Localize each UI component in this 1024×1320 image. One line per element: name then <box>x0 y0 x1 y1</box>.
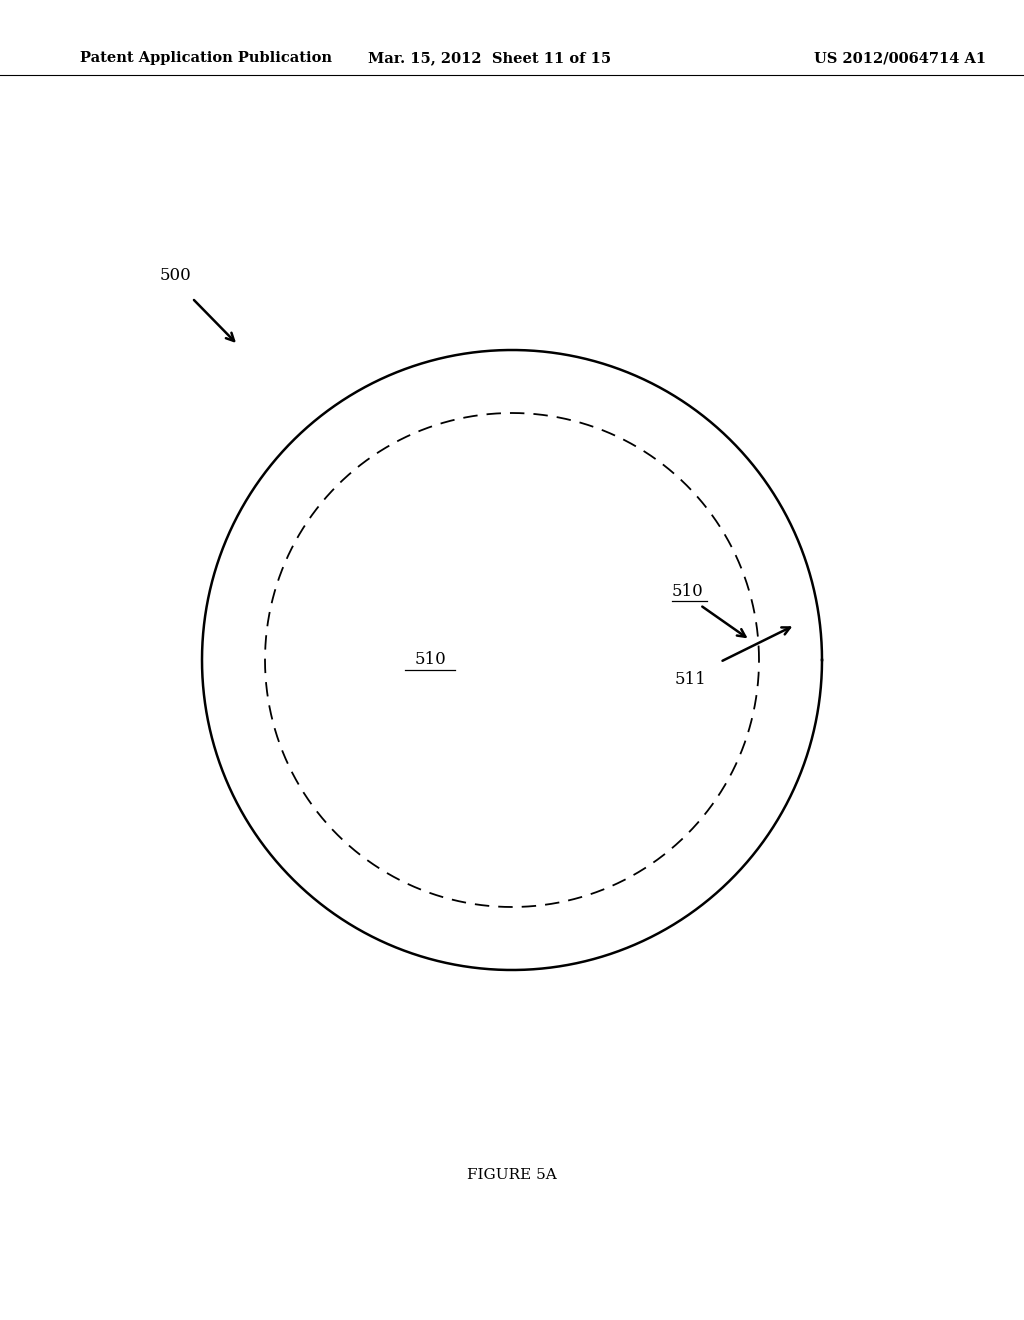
Text: Mar. 15, 2012  Sheet 11 of 15: Mar. 15, 2012 Sheet 11 of 15 <box>369 51 611 65</box>
Text: Patent Application Publication: Patent Application Publication <box>80 51 332 65</box>
Text: 511: 511 <box>675 672 707 689</box>
Text: 500: 500 <box>160 267 191 284</box>
Text: FIGURE 5A: FIGURE 5A <box>467 1168 557 1181</box>
Text: 510: 510 <box>414 652 445 668</box>
Text: 510: 510 <box>672 583 703 601</box>
Text: US 2012/0064714 A1: US 2012/0064714 A1 <box>814 51 986 65</box>
